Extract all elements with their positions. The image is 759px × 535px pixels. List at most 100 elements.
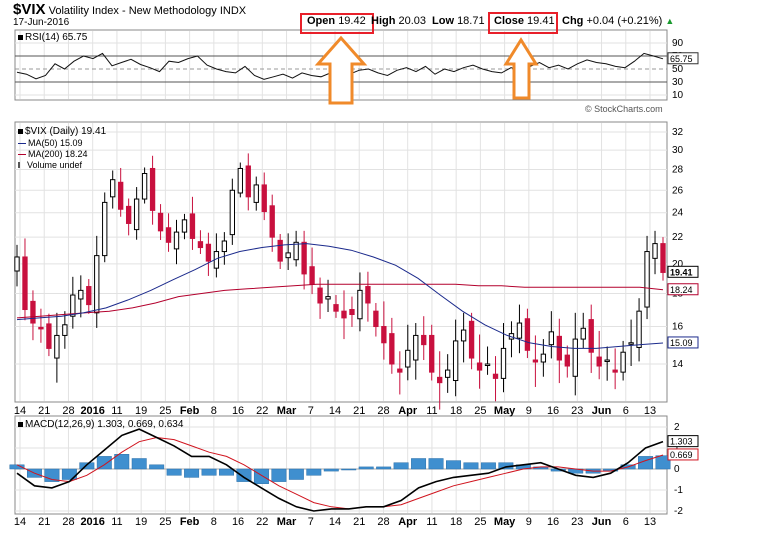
price-legend-main: $VIX (Daily) 19.41: [18, 126, 106, 137]
candle-body: [237, 167, 243, 194]
macd-x-label: 25: [474, 516, 486, 528]
watermark: © StockCharts.com: [585, 104, 663, 114]
candle-body: [261, 184, 267, 213]
candle-body: [588, 319, 594, 353]
candle-body: [660, 243, 666, 273]
rsi-value-tag-text: 65.75: [670, 54, 693, 64]
macd-tick-label: -2: [674, 506, 683, 517]
macd-x-label: 9: [526, 516, 532, 528]
candle-body: [333, 304, 339, 312]
candle-body: [62, 324, 68, 336]
price-tick-label: 16: [672, 322, 684, 333]
candle-body: [437, 376, 443, 384]
date-label: 17-Jun-2016: [13, 17, 70, 28]
macd-histogram-bar: [358, 466, 374, 470]
candle-body: [253, 184, 259, 203]
ma200-legend: MA(200) 18.24: [18, 149, 88, 159]
price-x-label: 11: [426, 405, 437, 417]
macd-histogram-bar: [341, 468, 357, 471]
macd-x-label: Apr: [398, 516, 418, 528]
candle-body: [652, 243, 658, 259]
macd-x-label: 14: [329, 516, 341, 528]
macd-x-label: 8: [211, 516, 217, 528]
macd-x-label: 22: [256, 516, 268, 528]
high-label: High: [371, 15, 396, 27]
macd-tick-label: 0: [674, 464, 680, 475]
candle-body: [413, 334, 419, 361]
legend-square-icon: [18, 129, 23, 134]
open-arrow-icon: [314, 35, 368, 105]
price-x-label: 16: [232, 405, 244, 417]
price-x-label: 25: [159, 405, 171, 417]
price-x-label: 14: [329, 405, 341, 417]
rsi-legend: RSI(14) 65.75: [18, 32, 87, 43]
candle-body: [317, 287, 323, 304]
low-stat: Low 18.71: [432, 15, 485, 27]
ma200-swatch-icon: [18, 154, 26, 156]
last-price-tag: [667, 265, 699, 278]
candle-body: [102, 201, 108, 257]
macd-histogram-bar: [114, 454, 130, 470]
price-x-label: 16: [547, 405, 559, 417]
candle-body: [197, 241, 204, 249]
macd-histogram-bar: [463, 462, 479, 470]
volume-legend: Volume undef: [18, 160, 82, 170]
candle-body: [149, 167, 156, 211]
macd-x-label: 21: [38, 516, 50, 528]
candle-body: [141, 173, 148, 200]
ma200-value-tag: [667, 283, 699, 296]
candle-body: [556, 335, 562, 361]
candle-body: [189, 213, 196, 239]
candle-body: [612, 369, 618, 373]
volume-legend-text: Volume undef: [27, 160, 83, 170]
price-x-label: Feb: [180, 405, 200, 417]
symbol: $VIX: [13, 1, 46, 18]
close-value: 19.41: [527, 15, 555, 27]
high-stat: High 20.03: [371, 15, 426, 27]
close-stat: Close 19.41: [494, 15, 555, 27]
candle-body: [46, 323, 52, 349]
candle-body: [118, 181, 124, 210]
candle-body: [580, 327, 586, 340]
candle-body: [341, 310, 347, 319]
price-tick-label: 30: [672, 145, 684, 156]
macd-value-tag-text: 1.303: [670, 437, 693, 447]
open-highlight-box: [300, 13, 374, 34]
index-name: Volatility Index - New Methodology: [48, 5, 217, 17]
signal-value-tag: [667, 448, 699, 461]
price-x-label: 22: [256, 405, 268, 417]
ma50-legend: MA(50) 15.09: [18, 138, 83, 148]
macd-x-label: 16: [232, 516, 244, 528]
price-tick-label: 28: [672, 164, 684, 175]
price-x-label: 13: [644, 405, 656, 417]
macd-x-label: 23: [571, 516, 583, 528]
candle-body: [221, 240, 228, 253]
price-x-label: Jun: [592, 405, 612, 417]
legend-square-icon: [18, 422, 23, 427]
ma50-value-tag: [667, 336, 699, 349]
price-x-label: 7: [308, 405, 314, 417]
candle-body: [564, 354, 570, 367]
candle-body: [389, 333, 395, 365]
candle-body: [110, 179, 116, 198]
candle-body: [173, 231, 180, 250]
chg-value: +0.04 (+0.21%): [586, 15, 663, 27]
candle-body: [309, 266, 315, 285]
candle-body: [78, 289, 84, 300]
close-highlight-box: [488, 12, 558, 34]
signal-value-tag-text: 0.669: [670, 450, 693, 460]
rsi-tick-label: 10: [672, 90, 684, 101]
candle-body: [636, 310, 642, 348]
macd-x-label: 21: [353, 516, 365, 528]
candle-body: [596, 356, 602, 367]
candle-body: [277, 239, 283, 262]
macd-x-label: 14: [14, 516, 26, 528]
macd-histogram-bar: [480, 462, 496, 470]
open-value: 19.42: [338, 15, 366, 27]
candle-body: [405, 349, 411, 368]
price-x-label: 19: [135, 405, 147, 417]
ma200-value-tag-text: 18.24: [670, 285, 693, 295]
macd-legend-text: MACD(12,26,9) 1.303, 0.669, 0.634: [25, 419, 184, 430]
low-value: 18.71: [457, 15, 485, 27]
